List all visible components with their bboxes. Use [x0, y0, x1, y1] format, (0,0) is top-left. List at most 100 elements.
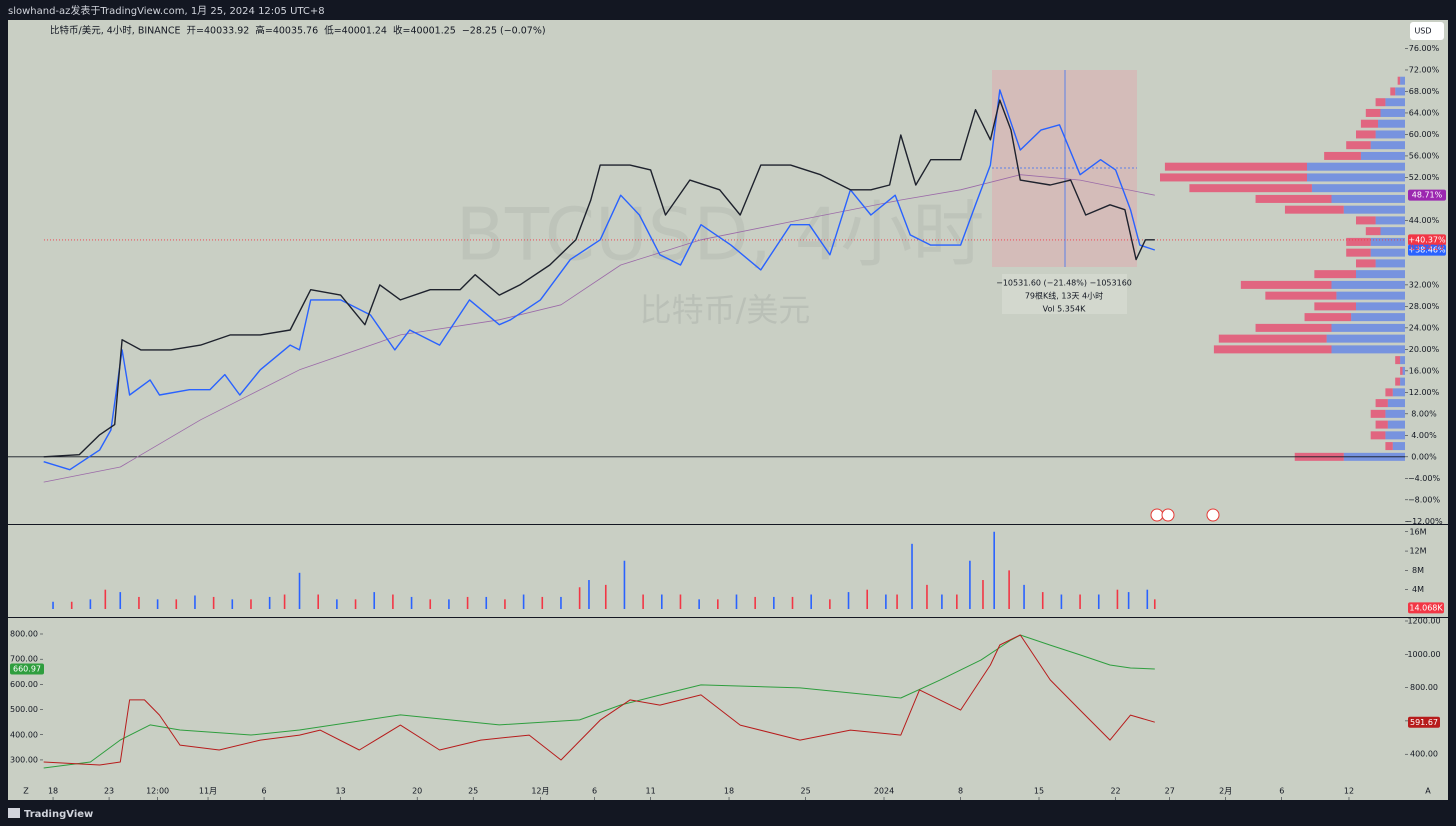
profile-bar: [1218, 334, 1327, 343]
volume-bar: [354, 599, 357, 609]
x-tick-label: 13: [336, 787, 346, 796]
profile-bar: [1387, 399, 1405, 408]
profile-bar: [1385, 98, 1405, 107]
volume-bar: [1041, 592, 1044, 609]
watermark-name: 比特币/美元: [640, 291, 811, 329]
profile-bar: [1307, 162, 1405, 171]
profile-bar: [1311, 184, 1405, 193]
volume-bar: [52, 601, 54, 609]
x-tick-label: 2024: [874, 787, 894, 796]
footer-brand: TradingView: [24, 809, 93, 820]
volume-bar: [298, 572, 301, 609]
volume-bar: [1097, 594, 1100, 609]
profile-bar: [1390, 87, 1396, 96]
x-tick-label: 20: [412, 787, 422, 796]
volume-bar: [1153, 599, 1156, 609]
y-tick-label: 8M: [1412, 566, 1424, 575]
volume-bar: [578, 587, 581, 609]
profile-bar: [1385, 442, 1393, 451]
volume-bar: [866, 589, 869, 609]
volume-bar: [956, 594, 958, 609]
volume-bar: [885, 594, 887, 609]
volume-bar: [810, 594, 812, 609]
volume-bar: [429, 599, 432, 609]
profile-bar: [1255, 194, 1332, 203]
usd-button-label[interactable]: USD: [1414, 27, 1431, 36]
y-tick-label: 12M: [1409, 547, 1426, 556]
profile-bar: [1385, 388, 1393, 397]
volume-bar: [485, 596, 488, 609]
profile-bar: [1400, 356, 1405, 365]
volume-bar: [969, 560, 971, 609]
x-tick-label: 12:00: [146, 787, 169, 796]
profile-bar: [1360, 151, 1405, 160]
countdown: 03:54:29: [1410, 243, 1444, 252]
profile-bar: [1385, 431, 1405, 440]
profile-bar: [1356, 216, 1376, 225]
volume-bar: [773, 596, 775, 609]
profile-bar: [1365, 227, 1381, 236]
volume-bar: [829, 599, 831, 609]
price-tag: [1408, 244, 1446, 256]
y2-tick-label: 800.00: [1410, 683, 1438, 692]
profile-bar: [1395, 87, 1405, 96]
x-tick-label: 15: [1034, 787, 1044, 796]
volume-bar: [679, 594, 682, 609]
price-tag-label: 14.068K: [1409, 603, 1443, 612]
x-tick-label: 6: [1279, 787, 1284, 796]
flag[interactable]: [1161, 508, 1175, 522]
volume-bar: [735, 594, 738, 609]
y-tick-label: 64.00%: [1409, 108, 1440, 117]
volume-bar: [791, 596, 794, 609]
profile-bar: [1380, 108, 1405, 117]
profile-bar: [1400, 366, 1403, 375]
y2-tick-label: 1000.00: [1407, 650, 1440, 659]
profile-bar: [1400, 76, 1405, 85]
y-tick-label: 44.00%: [1409, 216, 1440, 225]
profile-bar: [1370, 237, 1405, 246]
x-tick-label: 6: [592, 787, 597, 796]
volume-bar: [993, 531, 995, 609]
y-tick-label: 4M: [1412, 585, 1424, 594]
x-tick-label: 25: [800, 787, 810, 796]
flag[interactable]: [1206, 508, 1220, 522]
corner-button[interactable]: A: [1425, 787, 1431, 796]
volume-bar: [1127, 592, 1130, 609]
y-tick-label: 60.00%: [1409, 130, 1440, 139]
profile-bar: [1375, 216, 1405, 225]
profile-bar: [1370, 431, 1386, 440]
volume-bar: [941, 594, 943, 609]
volume-bar: [896, 594, 898, 609]
price-tag: [1408, 189, 1446, 201]
profile-bar: [1336, 291, 1405, 300]
profile-bar: [1385, 409, 1405, 418]
volume-bar: [119, 592, 122, 609]
volume-bar: [1116, 589, 1119, 609]
volume-bar: [231, 599, 234, 609]
flag[interactable]: [1150, 508, 1164, 522]
measure-text: 79根K线, 13天 4小时: [1025, 291, 1103, 301]
volume-bar: [642, 594, 644, 609]
volume-bar: [373, 592, 376, 609]
x-tick-label: 18: [724, 787, 734, 796]
volume-bar: [336, 599, 338, 609]
price-tag-label: +40.37%: [1408, 235, 1446, 244]
profile-bar: [1314, 302, 1356, 311]
y-tick-label: 76.00%: [1409, 44, 1440, 53]
x-tick-label: 18: [48, 787, 58, 796]
y-tick-label: 8.00%: [1411, 409, 1437, 418]
profile-bar: [1331, 323, 1405, 332]
volume-bar: [1008, 570, 1010, 609]
usd-button[interactable]: [1410, 22, 1444, 40]
profile-bar: [1356, 130, 1376, 139]
profile-bar: [1387, 420, 1405, 429]
corner-button[interactable]: Z: [23, 787, 29, 796]
volume-bar: [1146, 589, 1149, 609]
volume-bar: [911, 543, 913, 609]
x-tick-label: 12月: [531, 787, 549, 796]
profile-bar: [1395, 377, 1401, 386]
profile-bar: [1160, 173, 1307, 182]
volume-bar: [754, 596, 756, 609]
profile-bar: [1370, 141, 1405, 150]
